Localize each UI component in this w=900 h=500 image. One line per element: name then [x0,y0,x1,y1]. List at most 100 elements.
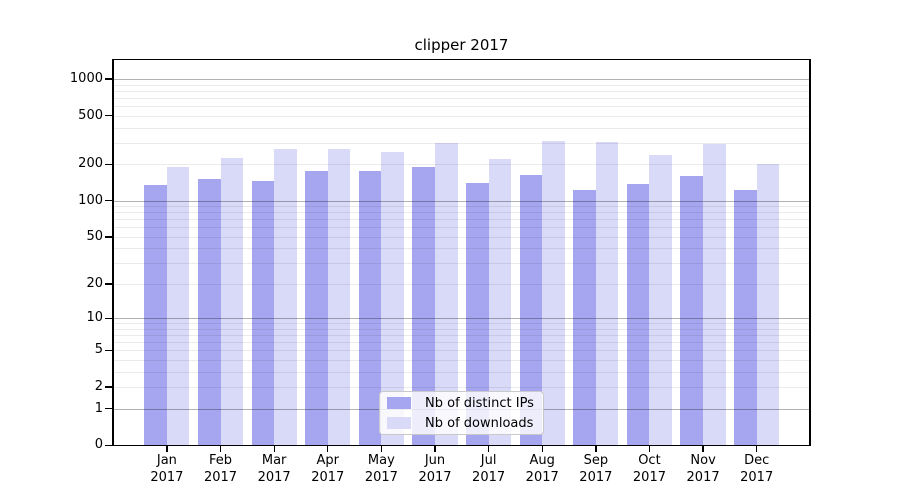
legend-item-downloads: Nb of downloads [387,414,543,432]
y-tick-label: 5 [94,342,103,358]
gridline-minor [114,263,809,265]
bar-downloads-Oct-2017 [649,154,673,446]
gridline-minor [114,387,809,389]
x-tick-label: Jun 2017 [418,453,452,485]
plot-border-top [113,59,810,61]
y-tick-label: 200 [78,156,103,172]
gridline-minor [114,248,809,250]
y-tick-label: 1000 [69,71,103,86]
y-tick-mark [105,200,113,202]
x-tick-mark [219,446,222,453]
bar-ips-Apr-2017 [305,170,328,446]
x-tick-mark [541,446,543,453]
bar-downloads-Feb-2017 [220,158,244,446]
legend-swatch-distinct-ips [387,397,411,409]
bar-ips-May-2017 [358,171,382,446]
x-tick-mark [756,446,758,453]
gridline-minor [114,97,809,99]
bar-ips-Aug-2017 [519,174,543,446]
gridline-minor [114,328,809,330]
x-tick-label: Oct 2017 [632,453,666,485]
bar-downloads-Nov-2017 [703,143,726,446]
y-tick-mark [105,386,113,388]
x-tick-mark [488,446,490,453]
gridline-minor [114,84,809,86]
gridline-minor [114,106,809,108]
x-tick-label: Jan 2017 [150,453,184,485]
bar-ips-Jan-2017 [144,185,167,446]
bar-ips-Nov-2017 [680,175,704,446]
gridline-minor [114,335,809,337]
gridline-minor [114,236,809,238]
gridline-minor [114,342,809,344]
bar-downloads-May-2017 [381,152,404,446]
y-tick-label: 1 [94,400,103,416]
x-tick-label: Feb 2017 [203,453,238,485]
gridline-minor [114,350,809,352]
bar-downloads-Aug-2017 [542,141,565,446]
y-tick-mark [105,317,113,319]
y-tick-mark [105,349,113,351]
x-tick-label: Dec 2017 [740,453,774,485]
x-tick-label: Nov 2017 [686,453,720,485]
y-tick-mark [105,444,113,446]
gridline-minor [114,115,809,117]
gridline-major [114,79,809,80]
x-tick-mark [595,446,597,453]
y-tick-label: 100 [78,192,103,208]
gridline-minor [114,90,809,92]
x-tick-label: Apr 2017 [311,453,345,485]
y-tick-label: 500 [78,107,103,123]
bar-downloads-Dec-2017 [756,164,780,446]
y-tick-mark [105,115,113,117]
y-tick-mark [105,407,113,410]
bar-ips-Mar-2017 [251,181,275,446]
plot-border-left [112,59,114,446]
y-tick-label: 20 [86,275,103,291]
gridline-minor [114,206,809,208]
gridline-minor [114,359,809,361]
gridline-minor [114,283,809,285]
y-tick-label: 2 [94,379,103,395]
y-tick-mark [105,163,113,165]
y-tick-mark [105,78,113,80]
bar-ips-Jun-2017 [412,166,435,446]
plot-border-bottom [113,444,810,447]
chart-title: clipper 2017 [414,36,509,54]
gridline-minor [114,212,809,214]
x-tick-label: May 2017 [364,453,398,485]
y-tick-label: 10 [86,310,103,326]
x-tick-mark [273,446,275,453]
bar-ips-Feb-2017 [197,178,221,446]
x-tick-mark [434,446,436,453]
y-tick-label: 0 [94,437,103,453]
bar-ips-Sep-2017 [573,189,596,446]
bar-ips-Jul-2017 [466,182,489,446]
bar-downloads-Jan-2017 [166,167,190,446]
legend-item-distinct-ips: Nb of distinct IPs [387,394,543,412]
gridline-minor [114,219,809,221]
gridline-minor [114,371,809,373]
x-tick-label: Mar 2017 [257,453,291,485]
x-tick-label: Sep 2017 [579,453,613,485]
bar-ips-Oct-2017 [626,184,650,446]
bar-downloads-Apr-2017 [327,148,351,446]
x-tick-mark [648,446,651,453]
bar-downloads-Mar-2017 [274,149,297,446]
bar-downloads-Jul-2017 [488,159,512,446]
y-tick-mark [105,236,113,238]
gridline-minor [114,127,809,129]
y-tick-label: 50 [86,228,103,244]
legend-label-downloads: Nb of downloads [425,415,534,431]
gridline-major [114,318,809,320]
x-tick-label: Jul 2017 [472,453,506,485]
legend-label-distinct-ips: Nb of distinct IPs [425,395,534,411]
bar-downloads-Sep-2017 [595,142,619,446]
gridline-minor [114,227,809,229]
bar-ips-Dec-2017 [734,189,757,446]
gridline-major [114,200,809,202]
x-tick-mark [327,446,329,453]
x-tick-mark [380,446,383,453]
y-tick-mark [105,283,113,285]
